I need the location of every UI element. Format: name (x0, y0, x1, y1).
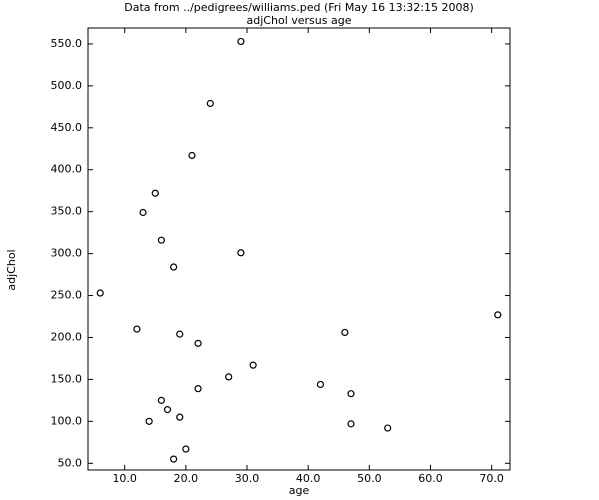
point (157, 396, 165, 404)
y-tick-label: 300.0 (51, 247, 83, 260)
y-tick-label: 150.0 (51, 372, 83, 385)
y-tick-label: 250.0 (51, 289, 83, 302)
y-tick-label: 400.0 (51, 163, 83, 176)
point (145, 417, 153, 425)
x-axis-label: age (289, 484, 310, 497)
point (237, 37, 245, 46)
point (206, 99, 214, 108)
point (96, 289, 104, 297)
point (347, 420, 355, 428)
point (139, 208, 147, 217)
y-tick-label: 50.0 (58, 456, 83, 469)
point (151, 189, 159, 197)
point (170, 263, 178, 271)
plot-frame (87, 27, 511, 471)
y-tick-label: 450.0 (51, 121, 83, 134)
point (225, 373, 233, 381)
x-tick-label: 50.0 (357, 472, 382, 485)
point (163, 406, 172, 414)
point (157, 236, 165, 244)
point (237, 249, 245, 257)
point (316, 380, 325, 389)
chart-title: Data from ../pedigrees/williams.ped (Fri… (124, 1, 474, 14)
y-tick-label: 100.0 (51, 414, 83, 427)
point (188, 151, 196, 160)
point (347, 390, 355, 398)
point (249, 361, 257, 369)
point (176, 413, 184, 421)
point (194, 339, 202, 347)
point (194, 385, 202, 393)
point (182, 445, 190, 453)
point (494, 311, 502, 319)
y-tick-label: 200.0 (51, 330, 83, 343)
y-tick-label: 550.0 (51, 37, 83, 50)
point (384, 424, 392, 432)
x-tick-label: 20.0 (174, 472, 199, 485)
point (133, 325, 141, 333)
x-tick-label: 40.0 (296, 472, 321, 485)
x-tick-label: 30.0 (235, 472, 260, 485)
y-axis-label: adjChol (5, 249, 18, 290)
point (176, 330, 184, 338)
y-tick-label: 500.0 (51, 79, 83, 92)
point (170, 455, 178, 463)
point (341, 328, 349, 337)
chart-subtitle: adjChol versus age (247, 14, 352, 27)
x-tick-label: 60.0 (418, 472, 443, 485)
x-tick-label: 10.0 (112, 472, 137, 485)
x-tick-label: 70.0 (479, 472, 504, 485)
y-tick-label: 350.0 (51, 205, 83, 218)
